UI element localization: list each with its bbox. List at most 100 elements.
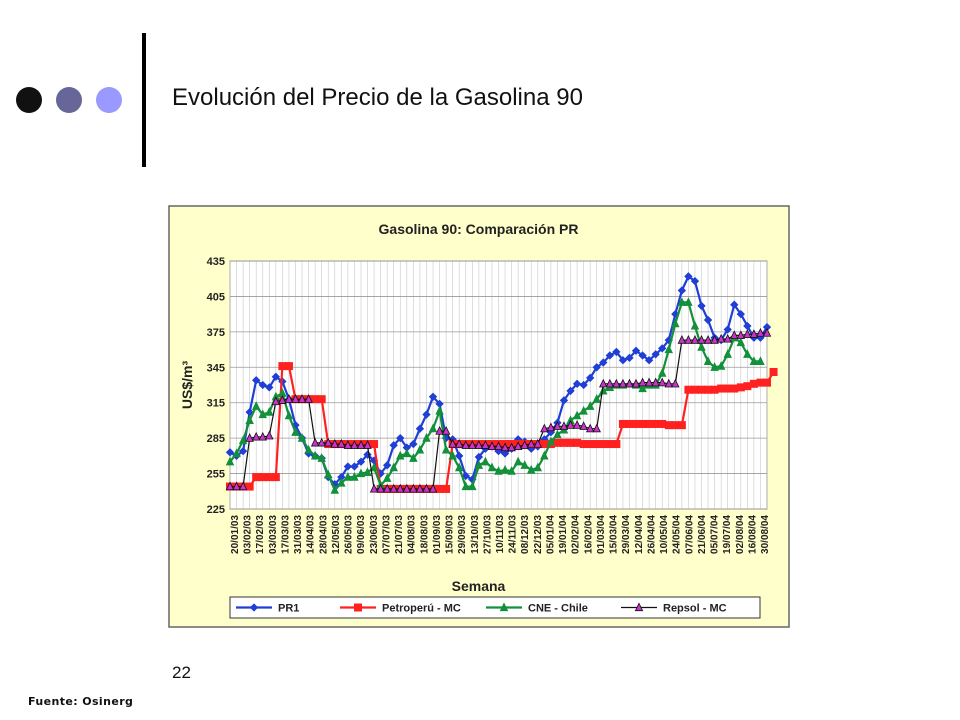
data-point	[396, 450, 405, 460]
data-point	[566, 386, 575, 396]
data-point	[677, 335, 687, 344]
y-tick-label: 435	[207, 256, 225, 268]
data-point	[559, 421, 569, 430]
data-point	[559, 396, 569, 405]
data-point	[697, 385, 706, 394]
y-tick-label: 405	[207, 291, 225, 303]
data-point	[232, 481, 241, 491]
data-point	[618, 378, 628, 388]
data-point	[533, 438, 543, 448]
x-tick-label: 01/03/04	[596, 515, 607, 554]
bullet-dot-3	[96, 87, 122, 113]
data-point	[572, 410, 582, 420]
x-tick-label: 15/09/03	[445, 515, 456, 554]
data-point	[585, 423, 595, 433]
data-point	[474, 460, 484, 469]
data-point	[356, 468, 366, 478]
data-point	[363, 440, 372, 449]
data-point	[350, 462, 359, 471]
x-tick-label: 30/08/04	[760, 515, 771, 554]
data-point	[494, 441, 503, 451]
data-point	[507, 466, 516, 475]
data-point	[337, 438, 346, 448]
data-point	[579, 405, 588, 415]
data-point	[225, 456, 235, 466]
data-point	[703, 315, 713, 325]
x-tick-label: 17/03/03	[280, 515, 291, 554]
data-point	[376, 483, 385, 493]
data-point	[363, 467, 372, 476]
data-point	[671, 421, 680, 430]
data-point	[310, 437, 320, 447]
x-tick-label: 26/04/04	[646, 515, 657, 554]
x-tick-label: 16/02/04	[583, 515, 594, 554]
data-point	[238, 446, 248, 456]
data-point	[585, 401, 595, 410]
data-point	[592, 423, 601, 433]
data-point	[769, 368, 778, 377]
data-point	[409, 453, 418, 462]
y-axis-label: US$/m³	[179, 361, 195, 410]
data-point	[435, 484, 444, 493]
data-point	[415, 444, 425, 454]
data-point	[520, 460, 529, 469]
data-point	[245, 482, 254, 491]
data-point	[717, 384, 726, 393]
data-point	[677, 286, 687, 295]
data-point	[304, 444, 313, 454]
data-point	[343, 440, 353, 449]
x-tick-label: 10/11/03	[495, 515, 506, 554]
data-point	[402, 448, 412, 458]
data-point	[599, 358, 608, 367]
data-point	[409, 483, 418, 493]
data-point	[657, 368, 667, 377]
data-point	[644, 356, 654, 365]
y-tick-label: 285	[207, 433, 225, 445]
bullet-dot-1	[16, 87, 42, 113]
data-point	[369, 462, 379, 472]
data-point	[664, 344, 674, 354]
data-point	[415, 483, 425, 493]
series-cne-chile	[225, 297, 765, 494]
data-point	[238, 435, 248, 445]
data-point	[658, 344, 667, 353]
data-point	[749, 356, 759, 365]
data-point	[559, 438, 568, 447]
x-tick-label: 23/06/03	[369, 515, 380, 554]
source-note: Fuente: Osinerg	[28, 695, 134, 708]
data-point	[566, 420, 575, 429]
x-tick-label: 17/02/03	[255, 515, 266, 554]
data-point	[402, 483, 412, 493]
x-tick-label: 24/05/04	[672, 515, 683, 554]
data-point	[677, 421, 686, 430]
data-point	[415, 424, 425, 433]
data-point	[756, 327, 765, 337]
data-point	[743, 349, 752, 358]
data-point	[461, 440, 470, 449]
data-point	[455, 451, 464, 461]
x-tick-label: 29/03/04	[621, 515, 632, 554]
data-point	[297, 433, 307, 442]
x-tick-label: 26/05/03	[344, 515, 355, 554]
data-point	[710, 335, 719, 344]
data-point	[540, 423, 549, 433]
x-tick-label: 22/12/03	[533, 515, 544, 554]
data-point	[278, 395, 287, 404]
data-point	[382, 483, 392, 493]
data-point	[265, 473, 274, 482]
data-point	[573, 438, 582, 447]
data-point	[396, 433, 405, 443]
data-point	[225, 481, 235, 491]
data-point	[605, 378, 615, 388]
data-point	[723, 384, 732, 393]
data-point	[703, 356, 713, 365]
chart-title: Gasolina 90: Comparación PR	[379, 221, 579, 237]
data-point	[251, 431, 261, 441]
data-point	[533, 462, 543, 472]
data-point	[527, 464, 536, 474]
data-point	[409, 439, 418, 449]
data-point	[487, 462, 497, 472]
data-point	[645, 419, 654, 428]
data-point	[442, 484, 451, 493]
data-point	[671, 318, 680, 328]
